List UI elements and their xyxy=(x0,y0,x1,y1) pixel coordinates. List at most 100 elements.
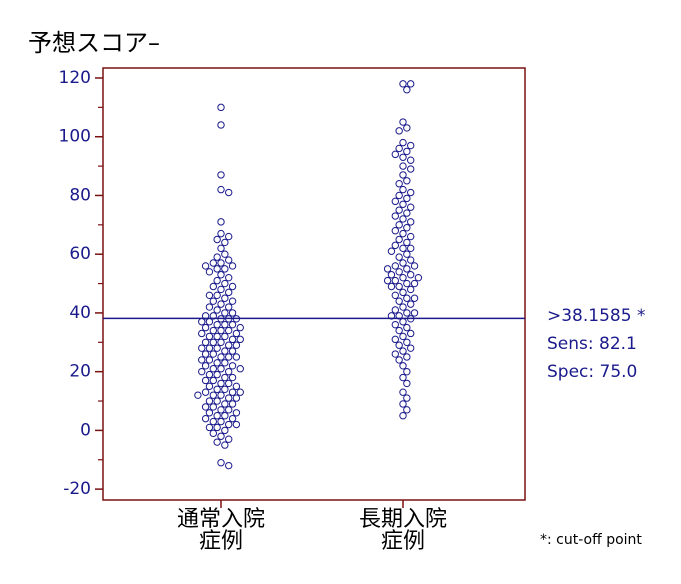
data-point xyxy=(403,238,411,247)
data-point xyxy=(205,268,214,276)
data-point xyxy=(221,359,229,367)
data-point xyxy=(399,171,407,179)
data-point xyxy=(213,306,221,314)
data-point xyxy=(407,218,415,226)
data-point xyxy=(198,329,206,338)
data-point xyxy=(213,370,221,379)
data-point xyxy=(395,235,403,244)
data-point xyxy=(387,282,396,291)
data-point xyxy=(407,156,415,164)
data-point xyxy=(403,279,411,288)
data-point xyxy=(217,171,225,179)
data-point xyxy=(228,388,237,396)
data-point xyxy=(391,306,399,314)
plot-frame xyxy=(102,67,526,501)
data-point xyxy=(391,291,399,300)
y-tick-label: 0 xyxy=(80,420,91,440)
data-point xyxy=(403,224,411,232)
data-point xyxy=(407,271,415,279)
data-point xyxy=(205,356,214,364)
data-point xyxy=(225,394,233,402)
data-point xyxy=(225,406,233,414)
data-point xyxy=(205,409,214,417)
data-point xyxy=(217,244,225,253)
data-point xyxy=(395,297,403,305)
data-point xyxy=(225,288,233,297)
data-point xyxy=(391,262,399,270)
data-point xyxy=(399,303,407,311)
data-point xyxy=(205,291,214,300)
data-point xyxy=(399,318,407,326)
data-point xyxy=(213,412,221,420)
data-point xyxy=(201,362,210,370)
data-point xyxy=(399,273,407,282)
data-point xyxy=(399,288,407,297)
data-point xyxy=(217,365,225,373)
data-point xyxy=(217,326,225,335)
data-point xyxy=(201,323,210,332)
data-point xyxy=(228,335,237,344)
data-point xyxy=(209,403,218,411)
data-point xyxy=(399,153,407,161)
data-point xyxy=(221,250,229,258)
data-point xyxy=(403,294,411,302)
data-point xyxy=(217,121,225,129)
data-point xyxy=(399,362,407,370)
data-point xyxy=(205,303,214,311)
spec-label: Spec: 75.0 xyxy=(547,362,637,382)
data-point xyxy=(228,297,237,305)
data-point xyxy=(399,400,407,408)
data-point xyxy=(221,385,229,393)
data-point xyxy=(201,414,210,423)
data-point xyxy=(399,388,407,396)
data-point xyxy=(403,338,411,346)
data-point xyxy=(217,417,225,426)
data-point xyxy=(201,376,210,385)
data-point xyxy=(395,180,403,188)
data-point xyxy=(403,265,411,273)
data-point xyxy=(198,318,206,326)
data-point xyxy=(209,297,218,305)
sens-label: Sens: 82.1 xyxy=(547,334,637,354)
data-point xyxy=(395,144,403,153)
x-tick-label: 症例 xyxy=(199,529,243,554)
data-point xyxy=(391,197,399,206)
data-point xyxy=(217,300,225,308)
data-point xyxy=(232,382,241,391)
data-point xyxy=(205,318,214,326)
data-point xyxy=(217,285,225,294)
data-point xyxy=(236,335,244,344)
data-point xyxy=(407,256,415,264)
data-point xyxy=(198,356,206,364)
data-point xyxy=(225,367,233,376)
y-tick-label: 60 xyxy=(69,244,91,264)
data-point xyxy=(213,332,221,341)
data-point xyxy=(221,238,229,247)
data-point xyxy=(209,259,218,267)
data-point xyxy=(407,329,415,338)
data-point xyxy=(391,150,399,159)
data-point xyxy=(228,309,237,317)
data-point xyxy=(225,379,233,388)
data-point xyxy=(213,291,221,300)
data-point xyxy=(232,329,241,338)
data-point xyxy=(236,323,244,332)
data-point xyxy=(414,273,423,282)
data-point xyxy=(201,403,210,411)
data-point xyxy=(403,353,411,361)
data-point xyxy=(228,373,237,382)
data-point xyxy=(213,385,221,393)
data-point xyxy=(407,285,415,294)
data-point xyxy=(232,394,241,402)
data-point xyxy=(209,365,218,373)
data-point xyxy=(383,265,392,273)
data-point xyxy=(407,141,415,150)
y-tick-label: 80 xyxy=(69,185,91,205)
data-point xyxy=(395,356,403,364)
data-point xyxy=(217,406,225,414)
y-tick-label: -20 xyxy=(63,479,91,499)
data-point xyxy=(399,332,407,341)
data-point xyxy=(228,362,237,370)
data-point xyxy=(395,206,403,214)
data-point xyxy=(410,294,419,302)
